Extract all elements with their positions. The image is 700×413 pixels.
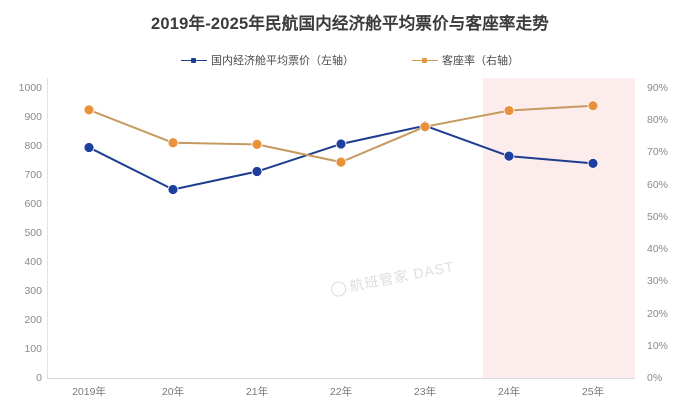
y-axis-left-tick-label: 200 [24, 314, 42, 326]
y-axis-right-tick-label: 50% [647, 210, 669, 223]
y-axis-left-tick-label: 300 [24, 285, 42, 297]
data-point-ticket-price-22年[interactable] [335, 138, 347, 150]
y-axis-right-tick-label: 80% [647, 114, 669, 127]
series-line-load-factor [88, 104, 594, 164]
y-axis-right-tick-label: 60% [647, 178, 669, 191]
data-point-load-factor-24年[interactable] [503, 105, 515, 116]
x-axis-line [47, 378, 635, 379]
y-axis-left-tick-label: 700 [24, 169, 42, 181]
x-axis-tick-label: 24年 [497, 386, 521, 398]
legend-label-load-factor: 客座率（右轴） [442, 55, 519, 67]
chart-title: 2019年-2025年民航国内经济舱平均票价与客座率走势 [150, 15, 549, 33]
data-point-load-factor-2019年[interactable] [83, 104, 95, 116]
legend-marker-icon-blue [181, 55, 207, 65]
y-axis-left-tick-label: 800 [24, 140, 42, 152]
y-axis-left-tick-label: 0 [36, 372, 42, 384]
data-point-load-factor-20年[interactable] [167, 137, 179, 149]
y-axis-right-tick-label: 20% [647, 307, 669, 320]
x-axis-tick-label: 2019年 [72, 386, 106, 398]
y-axis-line [47, 78, 48, 378]
x-axis-tick-label: 21年 [245, 386, 269, 398]
data-point-ticket-price-2019年[interactable] [83, 142, 95, 153]
data-point-ticket-price-20年[interactable] [167, 184, 179, 195]
legend-marker-icon-orange [412, 55, 438, 65]
plot-area: 0 100 200 300 400 500 600 700 800 900 1000 0% 10% 20… [19, 78, 668, 398]
y-axis-left-tick-label: 1000 [18, 82, 42, 94]
data-point-load-factor-21年[interactable] [251, 138, 263, 150]
y-axis-left-tick-label: 100 [24, 343, 42, 355]
x-axis-tick-label: 23年 [413, 386, 437, 398]
y-axis-right-tick-label: 0% [647, 372, 663, 384]
y-axis-right-tick-label: 90% [647, 82, 669, 94]
y-axis-left-tick-label: 900 [24, 111, 42, 123]
y-axis-left-tick-label: 400 [24, 256, 42, 268]
x-axis-tick-label: 22年 [329, 386, 353, 398]
chart-legend: 国内经济舱平均票价（左轴） 客座率（右轴） [0, 52, 700, 68]
legend-item-load-factor[interactable]: 客座率（右轴） [412, 52, 519, 68]
forecast-band-highlight [483, 78, 635, 378]
circle-logo-icon [329, 279, 348, 298]
y-axis-left-tick-label: 500 [24, 227, 42, 239]
data-point-ticket-price-25年[interactable] [587, 158, 599, 169]
y-axis-left-tick-label: 600 [24, 198, 42, 210]
x-axis-tick-label: 25年 [581, 386, 605, 398]
y-axis-right-tick-label: 10% [647, 339, 669, 352]
legend-item-ticket-price[interactable]: 国内经济舱平均票价（左轴） [181, 52, 354, 68]
data-point-ticket-price-21年[interactable] [251, 166, 263, 177]
data-point-load-factor-23年[interactable] [419, 121, 431, 133]
y-axis-right-tick-label: 30% [647, 275, 669, 288]
data-point-ticket-price-24年[interactable] [503, 150, 515, 162]
legend-label-ticket-price: 国内经济舱平均票价（左轴） [211, 55, 354, 67]
x-axis-tick-label: 20年 [161, 386, 185, 398]
y-axis-right-tick-label: 40% [647, 243, 669, 256]
data-point-load-factor-22年[interactable] [335, 156, 347, 168]
data-point-load-factor-25年[interactable] [587, 100, 599, 112]
y-axis-right-tick-label: 70% [647, 146, 669, 159]
series-plot [83, 100, 599, 195]
